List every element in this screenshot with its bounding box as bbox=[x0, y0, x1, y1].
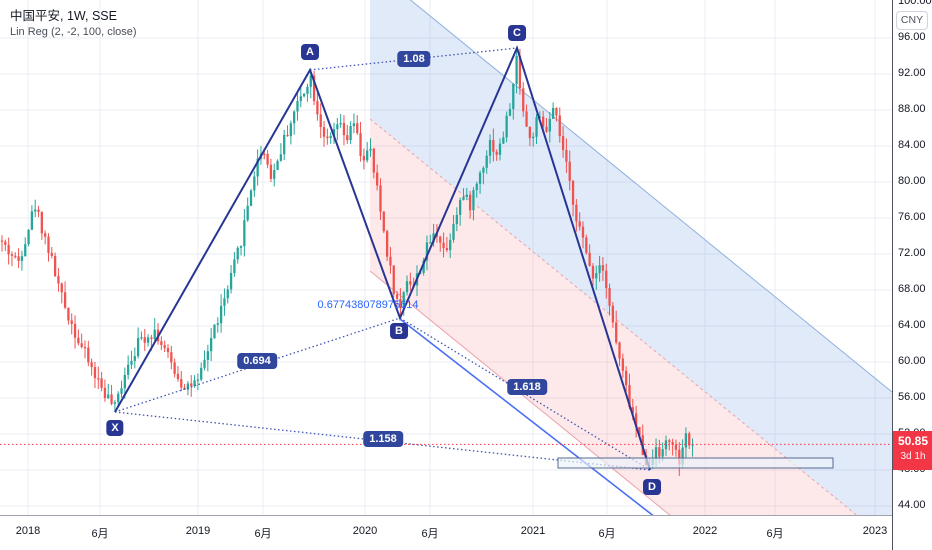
last-price-badge: 50.85 3d 1h bbox=[893, 431, 932, 470]
price-tick-label: 80.00 bbox=[898, 175, 926, 187]
time-tick-label: 6月 bbox=[254, 528, 272, 540]
time-tick-label: 2021 bbox=[520, 525, 546, 537]
time-tick-label: 2018 bbox=[15, 525, 41, 537]
time-tick-label: 2022 bbox=[692, 525, 718, 537]
time-tick-label: 2023 bbox=[862, 525, 888, 537]
time-tick-label: 6月 bbox=[91, 528, 109, 540]
trendline[interactable] bbox=[399, 318, 700, 515]
pattern-point-label-X[interactable]: X bbox=[106, 420, 124, 436]
symbol-title[interactable]: 中国平安, 1W, SSE bbox=[10, 9, 117, 23]
chart-plot-area[interactable]: 中国平安, 1W, SSE Lin Reg (2, -2, 100, close… bbox=[0, 0, 892, 515]
price-axis-top-label: 100.00 bbox=[898, 0, 932, 7]
time-tick-label: 6月 bbox=[421, 528, 439, 540]
price-tick-label: 92.00 bbox=[898, 67, 926, 79]
chart-legend: 中国平安, 1W, SSE Lin Reg (2, -2, 100, close… bbox=[10, 8, 137, 40]
price-tick-label: 64.00 bbox=[898, 319, 926, 331]
pattern-point-label-D[interactable]: D bbox=[643, 479, 661, 495]
price-tick-label: 72.00 bbox=[898, 247, 926, 259]
fib-ratio-label[interactable]: 1.08 bbox=[397, 51, 431, 67]
price-tick-label: 56.00 bbox=[898, 391, 926, 403]
time-tick-label: 6月 bbox=[766, 528, 784, 540]
price-ratio-text[interactable]: 0.677438078975614 bbox=[317, 299, 419, 311]
linear-regression-channel[interactable] bbox=[369, 0, 892, 515]
price-tick-label: 88.00 bbox=[898, 103, 926, 115]
indicator-title[interactable]: Lin Reg (2, -2, 100, close) bbox=[10, 26, 137, 38]
pattern-point-label-A[interactable]: A bbox=[301, 44, 319, 60]
last-price-value: 50.85 bbox=[897, 434, 929, 448]
price-tick-label: 96.00 bbox=[898, 31, 926, 43]
time-tick-label: 6月 bbox=[598, 528, 616, 540]
candles bbox=[0, 47, 694, 476]
support-rectangle[interactable] bbox=[557, 457, 834, 469]
grid bbox=[0, 0, 892, 515]
pattern-point-label-B[interactable]: B bbox=[390, 323, 408, 339]
fib-ratio-label[interactable]: 1.618 bbox=[507, 379, 547, 395]
time-axis[interactable]: 2018 6月 2019 6月 2020 6月 2021 6月 2022 6月 2023 bbox=[0, 515, 892, 550]
time-tick-label: 2020 bbox=[352, 525, 378, 537]
fib-ratio-label[interactable]: 1.158 bbox=[363, 431, 403, 447]
price-tick-label: 44.00 bbox=[898, 499, 926, 511]
time-tick-label: 2019 bbox=[185, 525, 211, 537]
price-axis[interactable]: 100.00 CNY 96.00 92.00 88.00 84.00 80.00 76.0… bbox=[892, 0, 932, 550]
price-tick-label: 68.00 bbox=[898, 283, 926, 295]
currency-badge: CNY bbox=[896, 11, 928, 30]
price-tick-label: 76.00 bbox=[898, 211, 926, 223]
bar-countdown: 3d 1h bbox=[900, 451, 926, 462]
pattern-point-label-C[interactable]: C bbox=[508, 25, 526, 41]
price-tick-label: 60.00 bbox=[898, 355, 926, 367]
fib-ratio-label[interactable]: 0.694 bbox=[237, 353, 277, 369]
candlestick-chart bbox=[0, 0, 892, 515]
price-tick-label: 84.00 bbox=[898, 139, 926, 151]
